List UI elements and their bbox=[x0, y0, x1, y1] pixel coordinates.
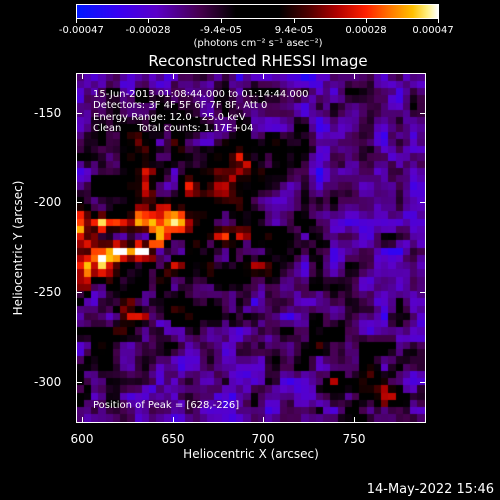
colorbar-tick bbox=[148, 19, 149, 23]
time-range-annotation: 15-Jun-2013 01:08:44.000 to 01:14:44.000 bbox=[93, 89, 309, 100]
y-tick-mark-right bbox=[420, 382, 426, 383]
x-tick-label: 750 bbox=[342, 432, 366, 446]
x-tick-label: 700 bbox=[251, 432, 275, 446]
colorbar-tick bbox=[294, 19, 295, 23]
colorbar-tick bbox=[438, 19, 439, 23]
x-tick-label: 600 bbox=[70, 432, 94, 446]
y-tick-mark bbox=[76, 202, 82, 203]
colorbar bbox=[76, 4, 439, 19]
x-tick-mark bbox=[354, 417, 355, 423]
colorbar-label: -0.00047 bbox=[58, 25, 104, 36]
y-tick-label: -300 bbox=[34, 375, 62, 389]
x-tick-mark bbox=[263, 417, 264, 423]
x-tick-mark-top bbox=[354, 73, 355, 79]
y-axis-label: Heliocentric Y (arcsec) bbox=[11, 180, 25, 316]
y-tick-label: -200 bbox=[34, 195, 62, 209]
y-tick-mark-right bbox=[420, 202, 426, 203]
algorithm-annotation: Clean Total counts: 1.17E+04 bbox=[93, 123, 254, 134]
y-tick-mark bbox=[76, 292, 82, 293]
heatmap-image bbox=[77, 74, 425, 422]
colorbar-tick bbox=[76, 19, 77, 23]
colorbar-units: (photons cm⁻² s⁻¹ asec⁻²) bbox=[193, 38, 323, 49]
peak-annotation: Position of Peak = [628,-226] bbox=[93, 400, 240, 411]
y-tick-label: -150 bbox=[34, 106, 62, 120]
x-axis-label: Heliocentric X (arcsec) bbox=[183, 447, 319, 461]
y-tick-mark bbox=[76, 113, 82, 114]
chart-title: Reconstructed RHESSI Image bbox=[148, 52, 368, 70]
x-tick-label: 650 bbox=[161, 432, 185, 446]
colorbar-tick bbox=[366, 19, 367, 23]
energy-annotation: Energy Range: 12.0 - 25.0 keV bbox=[93, 112, 246, 123]
x-tick-mark bbox=[82, 417, 83, 423]
x-tick-mark-top bbox=[173, 73, 174, 79]
colorbar-label: 9.4e-05 bbox=[274, 25, 314, 36]
x-tick-mark-top bbox=[82, 73, 83, 79]
colorbar-tick bbox=[221, 19, 222, 23]
x-tick-mark-top bbox=[263, 73, 264, 79]
y-tick-mark-right bbox=[420, 292, 426, 293]
plot-area: 15-Jun-2013 01:08:44.000 to 01:14:44.000… bbox=[76, 73, 426, 423]
colorbar-label: -9.4e-05 bbox=[200, 25, 242, 36]
detectors-annotation: Detectors: 3F 4F 5F 6F 7F 8F, Att 0 bbox=[93, 100, 268, 111]
y-tick-mark bbox=[76, 382, 82, 383]
colorbar-label: 0.00047 bbox=[412, 25, 454, 36]
x-tick-mark bbox=[173, 417, 174, 423]
y-tick-label: -250 bbox=[34, 285, 62, 299]
timestamp-footer: 14-May-2022 15:46 bbox=[366, 482, 494, 497]
colorbar-label: 0.00028 bbox=[345, 25, 387, 36]
colorbar-label: -0.00028 bbox=[125, 25, 171, 36]
y-tick-mark-right bbox=[420, 113, 426, 114]
